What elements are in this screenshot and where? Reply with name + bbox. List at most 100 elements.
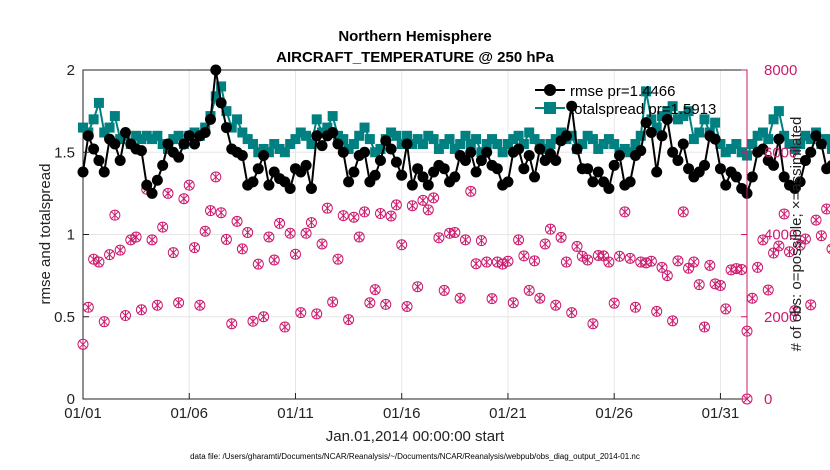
obs-assimilated-point — [482, 257, 492, 268]
obs-assimilated-point — [726, 264, 736, 275]
rmse-point — [677, 138, 689, 150]
totalspread-point — [641, 86, 652, 97]
y2-tick-label: 6000 — [764, 144, 797, 161]
obs-assimilated-point — [195, 300, 205, 311]
rmse-point — [380, 135, 392, 147]
rmse-point — [401, 138, 413, 150]
totalspread-point — [354, 130, 365, 141]
obs-assimilated-point — [402, 301, 412, 312]
obs-assimilated-point — [381, 299, 391, 310]
obs-assimilated-point — [121, 310, 130, 321]
totalspread-point — [348, 139, 359, 150]
obs-assimilated-point — [609, 298, 619, 309]
obs-assimilated-point — [439, 285, 449, 296]
rmse-point — [284, 182, 296, 194]
rmse-point — [305, 182, 317, 194]
obs-assimilated-point — [588, 318, 598, 329]
totalspread-point — [502, 139, 513, 150]
rmse-point — [523, 150, 535, 162]
obs-assimilated-point — [354, 231, 364, 242]
totalspread-point — [104, 122, 115, 133]
obs-assimilated-point — [110, 210, 120, 221]
rmse-point — [608, 159, 620, 171]
totalspread-point — [805, 134, 816, 145]
totalspread-point — [88, 114, 99, 125]
obs-assimilated-point — [418, 195, 428, 206]
obs-assimilated-point — [259, 311, 268, 322]
totalspread-point — [386, 127, 397, 138]
rmse-point — [672, 154, 684, 166]
rmse-point — [236, 150, 248, 162]
y-tick-label: 0 — [67, 391, 75, 408]
totalspread-point — [109, 111, 120, 122]
rmse-point — [343, 176, 355, 188]
obs-assimilated-point — [328, 296, 338, 307]
rmse-point — [768, 159, 780, 171]
obs-assimilated-point — [211, 171, 221, 182]
totalspread-point — [210, 91, 221, 102]
obs-assimilated-point — [466, 186, 476, 197]
totalspread-point — [131, 130, 142, 141]
rmse-point — [656, 130, 668, 142]
rmse-point — [417, 171, 429, 183]
totalspread-point — [710, 117, 721, 128]
obs-assimilated-point — [769, 248, 778, 259]
obs-assimilated-point — [238, 243, 247, 254]
rmse-point — [773, 133, 785, 145]
obs-assimilated-point — [179, 193, 189, 204]
totalspread-point — [471, 134, 482, 145]
rmse-point — [390, 156, 402, 168]
obs-assimilated-point — [307, 217, 316, 228]
rmse-point — [146, 187, 158, 199]
obs-assimilated-point — [572, 241, 582, 252]
totalspread-point — [688, 134, 699, 145]
totalspread-point — [619, 143, 630, 154]
obs-assimilated-point — [115, 245, 125, 256]
rmse-point — [316, 140, 328, 152]
totalspread-point — [529, 134, 540, 145]
rmse-point — [173, 151, 185, 163]
obs-assimilated-point — [801, 234, 810, 245]
obs-assimilated-point — [737, 264, 747, 275]
rmse-point — [805, 146, 817, 158]
totalspread-point — [115, 134, 126, 145]
totalspread-point — [338, 134, 349, 145]
totalspread-point — [136, 134, 147, 145]
rmse-point — [151, 174, 163, 186]
obs-assimilated-point — [556, 232, 566, 243]
obs-assimilated-point — [721, 303, 731, 314]
totalspread-point — [247, 139, 258, 150]
totalspread-point — [221, 106, 232, 117]
obs-assimilated-point — [248, 316, 258, 327]
totalspread-point — [800, 130, 811, 141]
totalspread-point — [274, 143, 285, 154]
totalspread-point — [449, 143, 460, 154]
obs-assimilated-point — [540, 238, 550, 249]
totalspread-point — [433, 143, 444, 154]
obs-assimilated-point — [577, 251, 587, 262]
obs-assimilated-point — [562, 257, 571, 268]
totalspread-point — [635, 130, 646, 141]
totalspread-point — [582, 130, 593, 141]
rmse-point — [98, 166, 110, 178]
rmse-point — [263, 179, 275, 191]
legend: rmse pr=1.4466 totalspread pr=1.5913 — [535, 83, 716, 118]
rmse-point — [189, 138, 201, 150]
obs-assimilated-point — [700, 322, 709, 333]
rmse-point — [470, 166, 482, 178]
obs-assimilated-point — [429, 192, 438, 203]
obs-assimilated-point — [83, 302, 93, 313]
y-tick-label: 2 — [67, 62, 75, 79]
legend-totalspread-marker — [544, 102, 556, 114]
obs-assimilated-point — [790, 305, 800, 316]
totalspread-point — [826, 143, 830, 154]
rmse-point — [459, 154, 471, 166]
obs-assimilated-point — [360, 206, 369, 217]
rmse-point — [135, 145, 147, 157]
rmse-point — [385, 143, 397, 155]
totalspread-point — [779, 130, 790, 141]
obs-assimilated-point — [535, 293, 545, 304]
totalspread-point — [657, 111, 668, 122]
rmse-point — [82, 130, 94, 142]
totalspread-point — [821, 134, 830, 145]
